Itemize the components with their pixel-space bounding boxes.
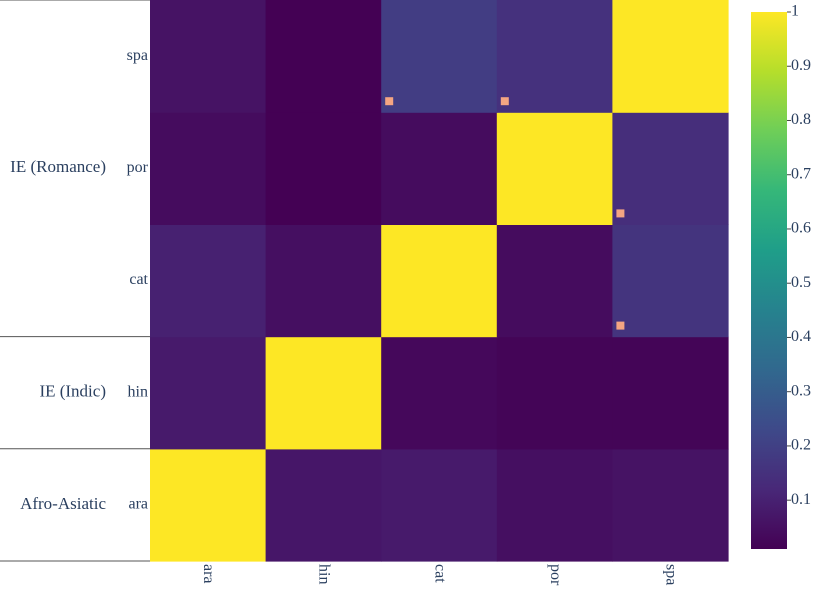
y-tick-cat: cat [129, 271, 148, 288]
colorbar-tick-label: 0.9 [791, 57, 811, 74]
heatmap-cell-ara-cat [381, 448, 498, 562]
group-label: IE (Indic) [39, 382, 106, 401]
heatmap-cell-por-spa [612, 112, 729, 225]
heatmap-cell-por-ara [150, 112, 267, 225]
colorbar-gradient [751, 12, 787, 549]
y-tick-ara: ara [128, 496, 148, 513]
x-axis-ticks: ara hin cat por spa [200, 564, 679, 586]
heatmap-cell-spa-cat [381, 0, 498, 113]
x-tick-hin: hin [316, 564, 333, 584]
marker-spa-por [500, 97, 509, 106]
heatmap-cell-cat-cat [381, 224, 498, 338]
heatmap-cell-cat-ara [150, 224, 267, 338]
marker-cat-spa [616, 321, 625, 330]
heatmap-cell-por-hin [265, 112, 382, 225]
y-tick-spa: spa [127, 47, 148, 64]
heatmap-cell-ara-por [496, 448, 613, 562]
heatmap-cell-hin-por [496, 336, 613, 450]
colorbar-tick-label: 1 [791, 3, 799, 20]
heatmap-cell-por-cat [381, 112, 498, 225]
heatmap-cell-spa-spa [612, 0, 729, 113]
x-tick-por: por [547, 564, 564, 586]
heatmap-cell-hin-spa [612, 336, 729, 450]
heatmap-cell-spa-ara [150, 0, 267, 113]
x-tick-spa: spa [663, 564, 680, 585]
x-tick-ara: ara [200, 564, 217, 584]
heatmap-cell-hin-hin [265, 336, 382, 450]
heatmap-cell-hin-ara [150, 336, 267, 450]
colorbar-tick-label: 0.5 [791, 274, 811, 291]
heatmap-cell-por-por [496, 112, 613, 225]
heatmap-cell-cat-por [496, 224, 613, 338]
heatmap-cell-spa-hin [265, 0, 382, 113]
colorbar-tick-label: 0.2 [791, 437, 811, 454]
colorbar-tick-label: 0.6 [791, 220, 811, 237]
marker-spa-cat [385, 97, 394, 106]
heatmap-cell-spa-por [496, 0, 613, 113]
x-tick-cat: cat [431, 564, 448, 583]
heatmap-cell-ara-spa [612, 448, 729, 562]
group-label: Afro-Asiatic [20, 494, 106, 513]
y-tick-por: por [127, 159, 149, 176]
colorbar-tick-label: 0.7 [791, 165, 811, 182]
colorbar-tick-label: 0.8 [791, 111, 811, 128]
heatmap-cells [150, 0, 729, 562]
colorbar-tick-label: 0.3 [791, 382, 811, 399]
y-group-labels: Afro-Asiatic IE (Indic) IE (Romance) [0, 0, 150, 562]
colorbar-tick-label: 0.1 [791, 491, 811, 508]
marker-por-spa [616, 209, 625, 218]
heatmap-cell-ara-hin [265, 448, 382, 562]
group-label: IE (Romance) [10, 157, 106, 176]
heatmap-cell-ara-ara [150, 448, 267, 562]
y-axis-ticks: ara hin cat por spa [127, 47, 149, 513]
y-tick-hin: hin [128, 383, 148, 400]
colorbar-tick-label: 0.4 [791, 328, 811, 345]
heatmap-cell-cat-hin [265, 224, 382, 338]
heatmap-markers [385, 97, 625, 330]
colorbar: 0.1 0.2 0.3 0.4 0.5 0.6 0.7 0.8 0.9 1 [751, 3, 811, 549]
heatmap-cell-cat-spa [612, 224, 729, 338]
heatmap-cell-hin-cat [381, 336, 498, 450]
